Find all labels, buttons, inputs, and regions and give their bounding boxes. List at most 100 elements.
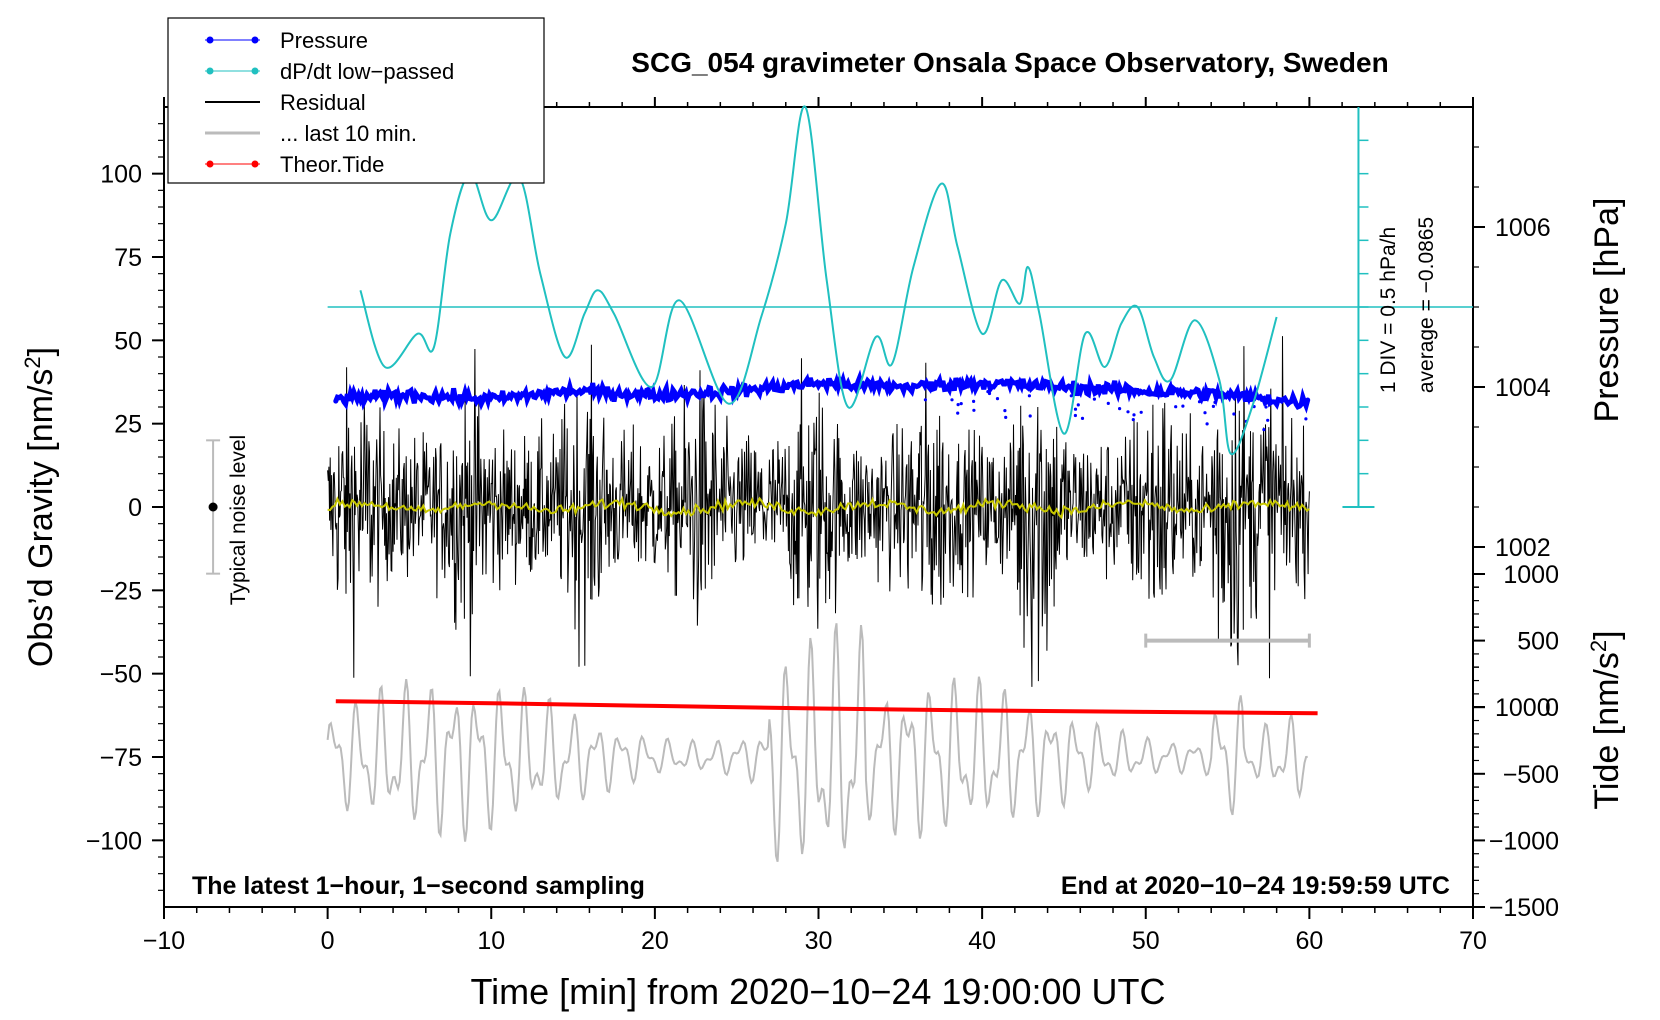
pressure-outlier-dot bbox=[923, 398, 928, 402]
pressure-outlier-dot bbox=[1069, 394, 1073, 398]
y-tick-label-pressure: 1006 bbox=[1495, 214, 1551, 242]
legend-label: dP/dt low−passed bbox=[280, 59, 454, 84]
annotation-sampling: The latest 1−hour, 1−second sampling bbox=[192, 872, 645, 900]
pressure-outlier-dot bbox=[1211, 404, 1215, 408]
x-tick-label: 30 bbox=[805, 927, 833, 955]
series-pressure bbox=[333, 369, 1311, 414]
y-tick-label-pressure: 1002 bbox=[1495, 534, 1551, 562]
pressure-outlier-dot bbox=[1264, 405, 1268, 409]
y-tick-label-pressure: 1004 bbox=[1495, 374, 1551, 402]
y-tick-label-gravity: −50 bbox=[100, 661, 142, 689]
pressure-outlier-dot bbox=[950, 398, 954, 402]
pressure-outlier-dot bbox=[956, 411, 960, 415]
pressure-outlier-dot bbox=[959, 402, 963, 406]
pressure-outlier-dot bbox=[1076, 403, 1080, 407]
pressure-outlier-dot bbox=[972, 408, 976, 412]
y-tick-label-tide: 500 bbox=[1517, 628, 1559, 656]
pressure-outlier-dot bbox=[1106, 401, 1110, 405]
pressure-outlier-dot bbox=[986, 390, 990, 394]
legend-swatch-dot bbox=[206, 160, 214, 168]
y-axis-label-gravity-end: ] bbox=[22, 347, 60, 356]
x-tick-label: 10 bbox=[477, 927, 505, 955]
legend-label: Pressure bbox=[280, 28, 368, 53]
legend-label: ... last 10 min. bbox=[280, 121, 417, 146]
y-tick-label-tide: −500 bbox=[1503, 761, 1559, 789]
pressure-outlier-dot bbox=[1004, 415, 1008, 419]
y-tick-label-pressure: 1000 bbox=[1495, 694, 1551, 722]
series-dpdt bbox=[359, 105, 1278, 455]
pressure-outlier-dot bbox=[1174, 405, 1178, 409]
legend-swatch-dot bbox=[206, 67, 214, 75]
pressure-outlier-dot bbox=[956, 403, 960, 407]
y-axis-label-gravity-main: Obs’d Gravity [nm/s bbox=[22, 369, 60, 668]
pressure-outlier-dot bbox=[1232, 412, 1236, 416]
legend-entries: Pressure dP/dt low−passed Residual ... last… bbox=[205, 28, 454, 177]
y-tick-label-gravity: 50 bbox=[114, 327, 142, 355]
y-axis-label-tide-end: ] bbox=[1588, 630, 1626, 639]
legend-swatch-dot bbox=[251, 160, 259, 168]
pressure-outlier-dot bbox=[1181, 404, 1185, 408]
series-last-10-min bbox=[326, 623, 1308, 862]
pressure-outlier-dot bbox=[1118, 407, 1122, 411]
pressure-outlier-dot bbox=[1262, 428, 1266, 432]
pressure-outlier-dot bbox=[1073, 413, 1077, 418]
y-tick-label-gravity: −100 bbox=[86, 827, 142, 855]
y-tick-label-gravity: 25 bbox=[114, 411, 142, 439]
pressure-outlier-dot bbox=[1003, 409, 1007, 413]
pressure-outlier-dot bbox=[1197, 400, 1202, 404]
pressure-outlier-dot bbox=[1304, 417, 1308, 421]
y-tick-label-tide: 1000 bbox=[1503, 561, 1559, 589]
legend-swatch-dot bbox=[251, 67, 259, 75]
legend-label: Theor.Tide bbox=[280, 152, 384, 177]
pressure-outlier-dot bbox=[1092, 397, 1096, 401]
dpdt-average-label: average = −0.0865 bbox=[1415, 217, 1438, 393]
pressure-outlier-dot bbox=[995, 397, 1000, 401]
series-residual bbox=[327, 336, 1310, 687]
pressure-outlier-dot bbox=[1132, 413, 1136, 417]
x-tick-label: 70 bbox=[1459, 927, 1487, 955]
pressure-outlier-dot bbox=[1203, 411, 1207, 415]
y-tick-label-tide: −1000 bbox=[1489, 827, 1559, 855]
pressure-outlier-dot bbox=[1027, 394, 1031, 398]
pressure-outlier-dot bbox=[1213, 400, 1217, 404]
legend-swatch-dot bbox=[206, 36, 214, 44]
series-residual-smoothed bbox=[327, 495, 1310, 520]
series-theor-tide bbox=[335, 699, 1318, 716]
pressure-outlier-dot bbox=[1266, 418, 1270, 422]
y-tick-label-gravity: 100 bbox=[100, 161, 142, 189]
pressure-outlier-dot bbox=[1131, 418, 1135, 422]
noise-level-label: Typical noise level bbox=[227, 435, 250, 605]
pressure-outlier-dot bbox=[1139, 410, 1143, 414]
y-tick-label-gravity: 0 bbox=[128, 494, 142, 522]
y-axis-label-tide-main: Tide [nm/s bbox=[1588, 652, 1626, 809]
y-tick-label-tide: −1500 bbox=[1489, 894, 1559, 922]
x-axis-label: Time [min] from 2020−10−24 19:00:00 UTC bbox=[470, 971, 1165, 1012]
legend-swatch-dot bbox=[251, 36, 259, 44]
y-tick-label-gravity: −25 bbox=[100, 577, 142, 605]
legend-box bbox=[167, 17, 545, 184]
x-tick-label: 50 bbox=[1132, 927, 1160, 955]
chart-title: SCG_054 gravimeter Onsala Space Observat… bbox=[631, 47, 1388, 78]
y-tick-label-gravity: 75 bbox=[114, 244, 142, 272]
pressure-outlier-dot bbox=[1028, 414, 1032, 418]
x-tick-label: −10 bbox=[143, 927, 185, 955]
pressure-outlier-dot bbox=[1073, 407, 1078, 411]
dpdt-scale-label: 1 DIV = 0.5 hPa/h bbox=[1377, 227, 1400, 393]
y-axis-label-gravity: Obs’d Gravity [nm/s2] bbox=[20, 347, 61, 667]
noise-bar-center-dot bbox=[208, 502, 218, 512]
y-axis-label-gravity-sup: 2 bbox=[20, 356, 45, 368]
pressure-outlier-dot bbox=[1080, 416, 1085, 420]
pressure-outlier-dot bbox=[1126, 410, 1130, 414]
y-axis-label-tide: Tide [nm/s2] bbox=[1586, 630, 1627, 809]
pressure-outlier-dot bbox=[972, 399, 976, 403]
series-layer bbox=[206, 105, 1473, 862]
pressure-outlier-dot bbox=[1205, 422, 1209, 426]
axes-layer: −10 0 10 20 30 40 50 60 701007550250−25−50−75−10… bbox=[86, 97, 1559, 955]
x-tick-label: 40 bbox=[968, 927, 996, 955]
y-axis-label-tide-sup: 2 bbox=[1586, 640, 1611, 652]
legend: Pressure dP/dt low−passed Residual ... last… bbox=[167, 17, 545, 184]
y-axis-label-pressure: Pressure [hPa] bbox=[1588, 198, 1626, 423]
x-tick-label: 60 bbox=[1295, 927, 1323, 955]
legend-label: Residual bbox=[280, 90, 366, 115]
